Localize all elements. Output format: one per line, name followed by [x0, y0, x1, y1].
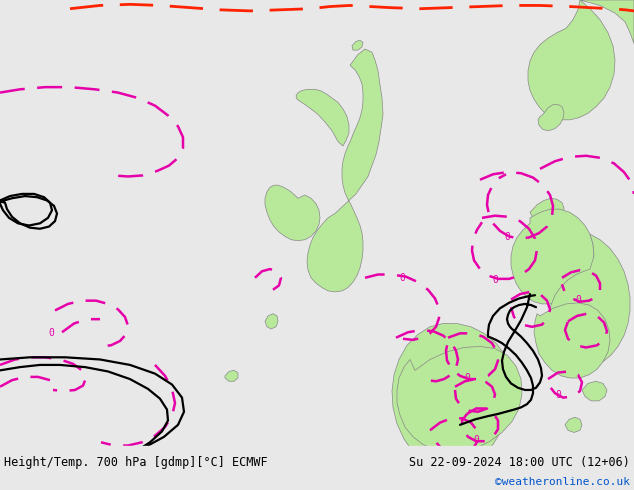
Text: 0: 0: [101, 466, 107, 476]
Polygon shape: [582, 381, 607, 401]
Text: ©weatheronline.co.uk: ©weatheronline.co.uk: [495, 477, 630, 487]
Polygon shape: [565, 417, 582, 433]
Polygon shape: [580, 0, 634, 44]
Polygon shape: [307, 49, 383, 292]
Text: 0: 0: [399, 273, 405, 283]
Bar: [0, 446, 634, 490]
Text: 0: 0: [575, 295, 581, 305]
Polygon shape: [352, 40, 363, 50]
Text: Height/Temp. 700 hPa [gdmp][°C] ECMWF: Height/Temp. 700 hPa [gdmp][°C] ECMWF: [4, 456, 268, 469]
Polygon shape: [528, 0, 615, 120]
Text: Su 22-09-2024 18:00 UTC (12+06): Su 22-09-2024 18:00 UTC (12+06): [409, 456, 630, 469]
Polygon shape: [265, 314, 278, 329]
Polygon shape: [549, 234, 630, 368]
Text: 0: 0: [504, 232, 510, 242]
Polygon shape: [530, 198, 564, 224]
Polygon shape: [392, 323, 514, 489]
Text: 0: 0: [444, 449, 450, 460]
Polygon shape: [511, 209, 594, 304]
Text: 0: 0: [473, 435, 479, 445]
Polygon shape: [534, 303, 610, 378]
Text: 0: 0: [464, 373, 470, 383]
Polygon shape: [265, 185, 320, 241]
Text: 0: 0: [555, 390, 561, 400]
Polygon shape: [296, 89, 349, 146]
Text: 0: 0: [492, 275, 498, 285]
Polygon shape: [538, 104, 564, 131]
Polygon shape: [225, 370, 238, 381]
Polygon shape: [397, 346, 522, 452]
Text: 0: 0: [48, 327, 54, 338]
